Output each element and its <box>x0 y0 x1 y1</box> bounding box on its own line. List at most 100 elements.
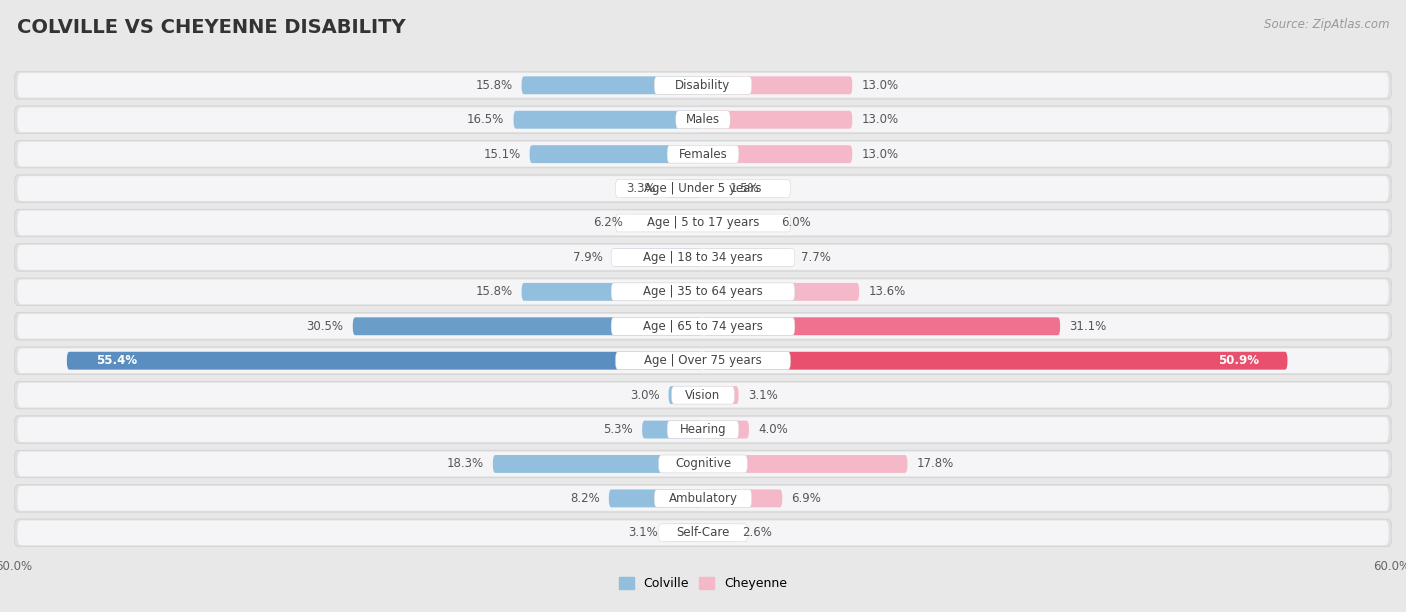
FancyBboxPatch shape <box>612 248 794 266</box>
FancyBboxPatch shape <box>17 382 1389 408</box>
Text: 50.9%: 50.9% <box>1218 354 1258 367</box>
Text: 1.5%: 1.5% <box>730 182 759 195</box>
Text: Age | Over 75 years: Age | Over 75 years <box>644 354 762 367</box>
FancyBboxPatch shape <box>17 280 1389 304</box>
Text: 6.0%: 6.0% <box>782 217 811 230</box>
FancyBboxPatch shape <box>17 486 1389 511</box>
FancyBboxPatch shape <box>353 317 703 335</box>
Text: 31.1%: 31.1% <box>1070 320 1107 333</box>
FancyBboxPatch shape <box>703 179 720 198</box>
Text: Self-Care: Self-Care <box>676 526 730 539</box>
Text: 8.2%: 8.2% <box>569 492 599 505</box>
FancyBboxPatch shape <box>612 248 703 266</box>
Text: 3.1%: 3.1% <box>748 389 778 401</box>
FancyBboxPatch shape <box>703 352 1288 370</box>
Text: 13.0%: 13.0% <box>862 79 898 92</box>
Text: 7.7%: 7.7% <box>800 251 831 264</box>
FancyBboxPatch shape <box>616 179 790 198</box>
FancyBboxPatch shape <box>17 176 1389 201</box>
Text: 3.3%: 3.3% <box>626 182 657 195</box>
Text: Females: Females <box>679 147 727 160</box>
FancyBboxPatch shape <box>14 278 1392 305</box>
FancyBboxPatch shape <box>14 175 1392 203</box>
FancyBboxPatch shape <box>676 111 730 129</box>
FancyBboxPatch shape <box>658 455 748 473</box>
FancyBboxPatch shape <box>14 381 1392 409</box>
Text: Age | Under 5 years: Age | Under 5 years <box>644 182 762 195</box>
Text: Age | 18 to 34 years: Age | 18 to 34 years <box>643 251 763 264</box>
FancyBboxPatch shape <box>703 76 852 94</box>
Text: 6.9%: 6.9% <box>792 492 821 505</box>
FancyBboxPatch shape <box>703 248 792 266</box>
Text: 4.0%: 4.0% <box>758 423 787 436</box>
Text: Ambulatory: Ambulatory <box>668 492 738 505</box>
FancyBboxPatch shape <box>703 111 852 129</box>
FancyBboxPatch shape <box>17 245 1389 270</box>
FancyBboxPatch shape <box>17 417 1389 442</box>
FancyBboxPatch shape <box>14 313 1392 340</box>
FancyBboxPatch shape <box>666 420 740 438</box>
FancyBboxPatch shape <box>703 317 1060 335</box>
FancyBboxPatch shape <box>631 214 703 232</box>
FancyBboxPatch shape <box>703 420 749 438</box>
FancyBboxPatch shape <box>672 386 734 404</box>
FancyBboxPatch shape <box>67 352 703 370</box>
FancyBboxPatch shape <box>522 283 703 300</box>
Text: Cognitive: Cognitive <box>675 458 731 471</box>
FancyBboxPatch shape <box>654 76 752 94</box>
Text: 2.6%: 2.6% <box>742 526 772 539</box>
Text: 15.8%: 15.8% <box>475 285 512 298</box>
FancyBboxPatch shape <box>14 244 1392 271</box>
Text: 17.8%: 17.8% <box>917 458 953 471</box>
FancyBboxPatch shape <box>14 485 1392 512</box>
FancyBboxPatch shape <box>14 347 1392 375</box>
Text: 13.0%: 13.0% <box>862 113 898 126</box>
Text: 15.8%: 15.8% <box>475 79 512 92</box>
FancyBboxPatch shape <box>643 420 703 438</box>
FancyBboxPatch shape <box>522 76 703 94</box>
FancyBboxPatch shape <box>703 386 738 404</box>
Text: 3.0%: 3.0% <box>630 389 659 401</box>
FancyBboxPatch shape <box>666 145 740 163</box>
Text: Source: ZipAtlas.com: Source: ZipAtlas.com <box>1264 18 1389 31</box>
Text: Age | 5 to 17 years: Age | 5 to 17 years <box>647 217 759 230</box>
Text: Males: Males <box>686 113 720 126</box>
FancyBboxPatch shape <box>530 145 703 163</box>
FancyBboxPatch shape <box>612 317 794 335</box>
FancyBboxPatch shape <box>17 348 1389 373</box>
FancyBboxPatch shape <box>616 214 790 232</box>
FancyBboxPatch shape <box>703 490 782 507</box>
FancyBboxPatch shape <box>17 314 1389 338</box>
FancyBboxPatch shape <box>17 452 1389 476</box>
FancyBboxPatch shape <box>14 519 1392 547</box>
Text: COLVILLE VS CHEYENNE DISABILITY: COLVILLE VS CHEYENNE DISABILITY <box>17 18 405 37</box>
Text: 16.5%: 16.5% <box>467 113 505 126</box>
FancyBboxPatch shape <box>17 142 1389 166</box>
FancyBboxPatch shape <box>609 490 703 507</box>
FancyBboxPatch shape <box>14 106 1392 133</box>
Text: Vision: Vision <box>685 389 721 401</box>
FancyBboxPatch shape <box>612 283 794 300</box>
Text: 5.3%: 5.3% <box>603 423 633 436</box>
Text: 18.3%: 18.3% <box>447 458 484 471</box>
Text: 3.1%: 3.1% <box>628 526 658 539</box>
FancyBboxPatch shape <box>14 450 1392 478</box>
FancyBboxPatch shape <box>14 209 1392 237</box>
FancyBboxPatch shape <box>703 145 852 163</box>
FancyBboxPatch shape <box>17 520 1389 545</box>
FancyBboxPatch shape <box>703 214 772 232</box>
Legend: Colville, Cheyenne: Colville, Cheyenne <box>614 572 792 595</box>
FancyBboxPatch shape <box>703 455 907 473</box>
FancyBboxPatch shape <box>703 283 859 300</box>
FancyBboxPatch shape <box>665 179 703 198</box>
FancyBboxPatch shape <box>17 107 1389 132</box>
Text: 55.4%: 55.4% <box>96 354 136 367</box>
FancyBboxPatch shape <box>513 111 703 129</box>
FancyBboxPatch shape <box>658 524 748 542</box>
Text: Hearing: Hearing <box>679 423 727 436</box>
Text: 7.9%: 7.9% <box>574 251 603 264</box>
Text: 6.2%: 6.2% <box>593 217 623 230</box>
FancyBboxPatch shape <box>14 72 1392 99</box>
FancyBboxPatch shape <box>616 352 790 370</box>
FancyBboxPatch shape <box>14 140 1392 168</box>
